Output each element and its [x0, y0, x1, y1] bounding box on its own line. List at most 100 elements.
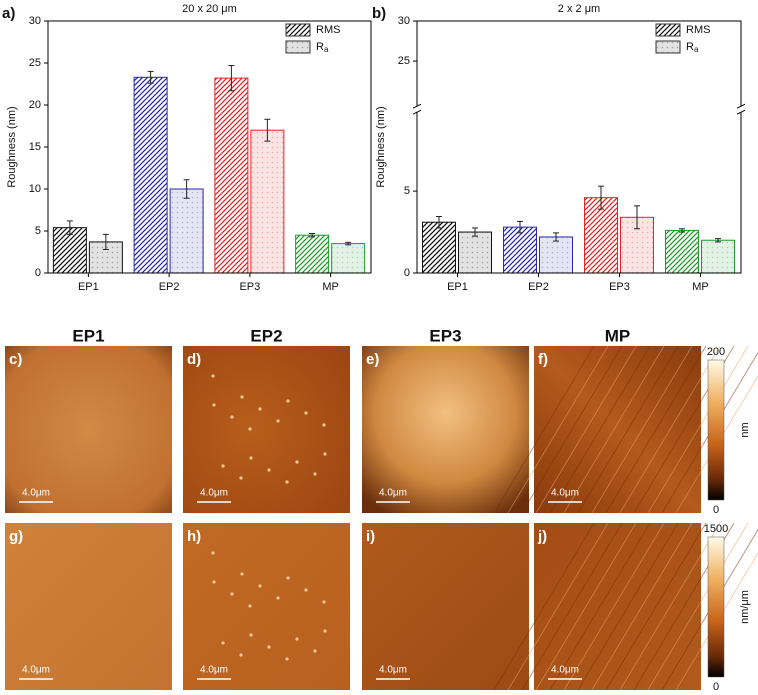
x-tick-label: EP2 [159, 281, 180, 293]
afm-image [5, 346, 172, 513]
texture [563, 345, 665, 514]
texture [577, 522, 679, 691]
colorbar-max: 1500 [704, 523, 728, 535]
texture [577, 345, 679, 514]
bar [701, 239, 735, 274]
legend-label: Ra [316, 41, 329, 54]
error-bar [66, 220, 73, 235]
colorbar-min: 0 [713, 681, 719, 693]
texture [295, 460, 299, 464]
texture [323, 629, 327, 633]
scale-bar-label: 4.0μm [200, 665, 228, 676]
y-tick-label: 5 [35, 225, 41, 237]
bar [584, 197, 618, 274]
texture [286, 399, 290, 403]
scale-bar-label: 4.0μm [200, 488, 228, 499]
texture [276, 596, 280, 600]
texture [591, 522, 693, 691]
y-tick-label: 25 [29, 57, 41, 69]
scale-bar-label: 4.0μm [551, 488, 579, 499]
texture [605, 345, 707, 514]
legend-label: RMS [316, 24, 340, 36]
axis-break-gap [736, 106, 746, 113]
bar [169, 188, 204, 274]
texture [285, 657, 289, 661]
x-tick-label: EP3 [239, 281, 260, 293]
x-tick-label: MP [322, 281, 339, 293]
texture [322, 423, 326, 427]
texture [493, 345, 595, 514]
error-bar [102, 233, 109, 250]
texture [249, 456, 253, 460]
afm-image [5, 523, 172, 690]
texture [267, 645, 271, 649]
colorbar-max: 200 [707, 346, 725, 358]
axis-break-mark [412, 109, 422, 115]
texture [675, 375, 758, 514]
texture [295, 637, 299, 641]
texture [313, 649, 317, 653]
error-bar [472, 227, 478, 237]
legend-swatch [285, 23, 311, 37]
y-axis-label: Roughness (nm) [6, 106, 18, 187]
texture [647, 522, 749, 691]
error-bar [345, 241, 352, 246]
texture [605, 522, 707, 691]
legend-label: RMS [686, 24, 710, 36]
legend-swatch [655, 40, 681, 54]
texture [619, 345, 721, 514]
bar [331, 243, 366, 274]
texture [647, 345, 749, 514]
y-tick-label: 5 [404, 185, 410, 197]
error-bar [517, 220, 523, 234]
texture [521, 345, 623, 514]
error-bar [598, 185, 604, 210]
panel-label: i) [366, 528, 375, 545]
scale-bar-label: 4.0μm [379, 488, 407, 499]
column-header: EP1 [72, 326, 104, 345]
x-tick-label: MP [692, 281, 709, 293]
texture [675, 552, 758, 691]
column-header: EP3 [429, 326, 461, 345]
texture [249, 633, 253, 637]
x-tick-label: EP1 [447, 281, 468, 293]
plot-frame [416, 20, 742, 274]
y-tick-label: 25 [398, 55, 410, 67]
texture [286, 576, 290, 580]
texture [211, 374, 215, 378]
texture [285, 480, 289, 484]
x-tick-label: EP1 [78, 281, 99, 293]
afm-image [362, 346, 529, 513]
texture [322, 600, 326, 604]
panel-label: g) [9, 528, 23, 545]
texture [212, 403, 216, 407]
panel-label: j) [537, 528, 547, 545]
colorbar [707, 359, 725, 501]
texture [221, 641, 225, 645]
error-bar [183, 179, 190, 199]
bar [52, 227, 87, 274]
texture [521, 522, 623, 691]
axis-break-mark [736, 103, 746, 109]
x-tick-label: EP3 [609, 281, 630, 293]
y-tick-label: 30 [398, 15, 410, 27]
x-tick-label: EP2 [528, 281, 549, 293]
y-tick-label: 20 [29, 99, 41, 111]
afm-image [183, 523, 350, 690]
texture [248, 604, 252, 608]
texture [323, 452, 327, 456]
scale-bar-label: 4.0μm [22, 488, 50, 499]
texture [313, 472, 317, 476]
legend-label: Ra [686, 41, 699, 54]
texture [240, 395, 244, 399]
error-bar [309, 233, 316, 238]
texture [258, 407, 262, 411]
y-tick-label: 10 [29, 183, 41, 195]
texture [549, 345, 651, 514]
texture [619, 522, 721, 691]
error-bar [228, 65, 235, 92]
colorbar-unit: nm [739, 422, 751, 437]
y-tick-label: 0 [35, 267, 41, 279]
afm-image [362, 523, 529, 690]
texture [507, 345, 609, 514]
